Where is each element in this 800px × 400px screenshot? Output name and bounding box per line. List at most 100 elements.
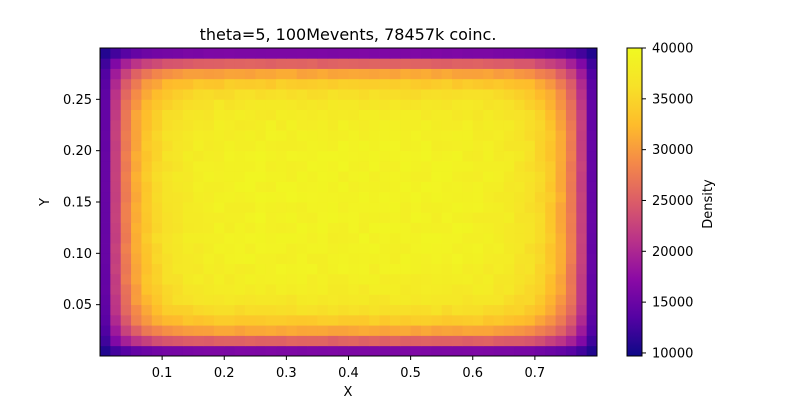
heatmap-cell bbox=[369, 212, 380, 223]
heatmap-cell bbox=[327, 212, 339, 223]
heatmap-cell bbox=[193, 99, 204, 110]
heatmap-cell bbox=[224, 304, 235, 316]
heatmap bbox=[100, 48, 598, 357]
heatmap-cell bbox=[586, 335, 598, 347]
heatmap-cell bbox=[162, 119, 173, 131]
heatmap-cell bbox=[327, 171, 339, 182]
heatmap-cell bbox=[400, 212, 412, 223]
heatmap-cell bbox=[182, 140, 194, 152]
heatmap-cell bbox=[493, 232, 505, 244]
heatmap-cell bbox=[307, 181, 318, 193]
heatmap-cell bbox=[462, 181, 474, 193]
heatmap-cell bbox=[327, 109, 339, 121]
heatmap-cell bbox=[244, 314, 256, 326]
heatmap-cell bbox=[151, 181, 163, 193]
heatmap-cell bbox=[379, 243, 391, 254]
y-tick-label: 0.10 bbox=[63, 247, 92, 262]
heatmap-cell bbox=[524, 232, 536, 244]
heatmap-cell bbox=[317, 294, 329, 306]
heatmap-cell bbox=[441, 243, 453, 254]
heatmap-cell bbox=[193, 243, 204, 254]
heatmap-cell bbox=[389, 212, 401, 223]
heatmap-cell bbox=[172, 212, 184, 223]
heatmap-cell bbox=[100, 263, 111, 275]
heatmap-cell bbox=[141, 243, 153, 254]
heatmap-cell bbox=[493, 119, 505, 131]
heatmap-cell bbox=[400, 191, 412, 203]
heatmap-cell bbox=[224, 232, 235, 244]
heatmap-cell bbox=[234, 335, 246, 347]
heatmap-cell bbox=[131, 78, 142, 90]
heatmap-cell bbox=[565, 99, 577, 110]
heatmap-cell bbox=[162, 109, 173, 121]
heatmap-cell bbox=[586, 150, 598, 162]
heatmap-cell bbox=[327, 150, 339, 162]
heatmap-cell bbox=[369, 284, 380, 295]
heatmap-cell bbox=[503, 140, 515, 152]
x-tick-label: 0.2 bbox=[214, 366, 235, 381]
heatmap-cell bbox=[296, 48, 308, 59]
heatmap-cell bbox=[389, 109, 401, 121]
heatmap-cell bbox=[358, 160, 370, 172]
heatmap-cell bbox=[213, 68, 225, 80]
heatmap-cell bbox=[286, 232, 298, 244]
heatmap-cell bbox=[244, 119, 256, 131]
heatmap-cell bbox=[307, 202, 318, 213]
heatmap-cell bbox=[182, 181, 194, 193]
heatmap-cell bbox=[286, 314, 298, 326]
heatmap-cell bbox=[120, 202, 132, 213]
heatmap-cell bbox=[483, 150, 494, 162]
heatmap-cell bbox=[420, 181, 432, 193]
heatmap-cell bbox=[400, 109, 412, 121]
heatmap-cell bbox=[327, 89, 339, 100]
heatmap-cell bbox=[172, 140, 184, 152]
heatmap-cell bbox=[565, 243, 577, 254]
heatmap-cell bbox=[203, 345, 215, 357]
heatmap-cell bbox=[120, 335, 132, 347]
heatmap-cell bbox=[534, 191, 546, 203]
heatmap-cell bbox=[472, 335, 484, 347]
heatmap-cell bbox=[286, 243, 298, 254]
heatmap-cell bbox=[524, 58, 536, 69]
heatmap-cell bbox=[100, 78, 111, 90]
heatmap-cell bbox=[244, 284, 256, 295]
heatmap-cell bbox=[545, 99, 556, 110]
heatmap-cell bbox=[534, 325, 546, 336]
heatmap-cell bbox=[555, 68, 567, 80]
heatmap-cell bbox=[462, 140, 474, 152]
heatmap-cell bbox=[379, 68, 391, 80]
heatmap-cell bbox=[276, 232, 287, 244]
heatmap-cell bbox=[472, 345, 484, 357]
heatmap-cell bbox=[203, 202, 215, 213]
heatmap-cell bbox=[493, 171, 505, 182]
heatmap-cell bbox=[452, 273, 463, 285]
heatmap-cell bbox=[203, 130, 215, 141]
heatmap-cell bbox=[472, 130, 484, 141]
heatmap-cell bbox=[224, 284, 235, 295]
heatmap-cell bbox=[193, 304, 204, 316]
heatmap-cell bbox=[317, 284, 329, 295]
heatmap-cell bbox=[441, 160, 453, 172]
heatmap-cell bbox=[514, 191, 525, 203]
heatmap-cell bbox=[545, 109, 556, 121]
heatmap-cell bbox=[131, 109, 142, 121]
heatmap-cell bbox=[120, 212, 132, 223]
heatmap-cell bbox=[534, 294, 546, 306]
heatmap-cell bbox=[400, 171, 412, 182]
heatmap-cell bbox=[203, 253, 215, 264]
heatmap-cell bbox=[420, 243, 432, 254]
heatmap-cell bbox=[400, 68, 412, 80]
heatmap-cell bbox=[213, 171, 225, 182]
heatmap-cell bbox=[379, 212, 391, 223]
heatmap-cell bbox=[348, 232, 360, 244]
heatmap-cell bbox=[317, 140, 329, 152]
heatmap-cell bbox=[244, 335, 256, 347]
heatmap-cell bbox=[565, 48, 577, 59]
heatmap-cell bbox=[483, 273, 494, 285]
heatmap-cell bbox=[369, 202, 380, 213]
heatmap-cell bbox=[420, 304, 432, 316]
heatmap-cell bbox=[452, 325, 463, 336]
heatmap-cell bbox=[483, 325, 494, 336]
heatmap-cell bbox=[576, 304, 588, 316]
heatmap-cell bbox=[213, 48, 225, 59]
